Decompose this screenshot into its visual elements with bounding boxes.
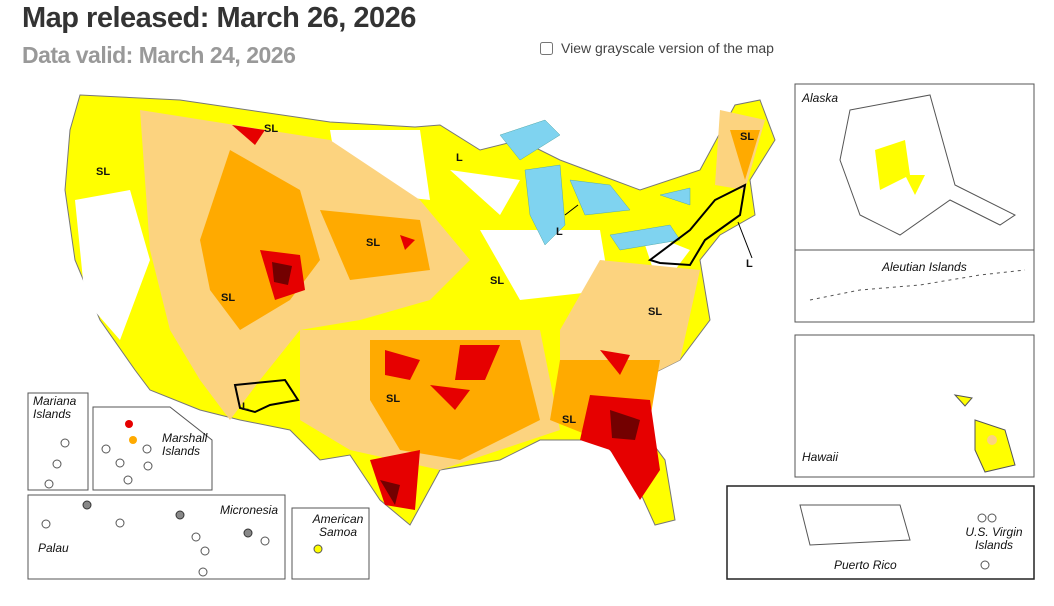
- impact-label: L: [866, 453, 873, 465]
- alaska-inset: [794, 83, 1035, 251]
- puerto-rico-inset: [726, 485, 1035, 580]
- inset-label: U.S. Virgin Islands: [965, 525, 1022, 552]
- marshall-inset: [92, 406, 213, 491]
- micronesia-inset: [27, 494, 286, 580]
- conus: [64, 94, 986, 526]
- impact-label: SL: [562, 414, 576, 426]
- aleutian-inset: [794, 249, 1035, 323]
- samoa-inset: [291, 507, 370, 580]
- grayscale-toggle[interactable]: View grayscale version of the map: [540, 40, 774, 56]
- impact-label: SL: [221, 292, 235, 304]
- impact-label: L: [456, 152, 463, 164]
- mariana-inset: [27, 392, 89, 491]
- inset-label: Puerto Rico: [834, 558, 897, 572]
- impact-label: L: [746, 258, 753, 270]
- subtitle: Data valid: March 24, 2026: [22, 42, 296, 68]
- inset-label: Hawaii: [802, 450, 838, 464]
- impact-label: SL: [264, 123, 278, 135]
- impact-labels: SL SL SL SL SL SL SL SL SL L L L L L: [96, 123, 873, 465]
- insets: Alaska Aleutian Islands Hawaii Puerto Ri…: [27, 83, 1035, 580]
- impact-label: SL: [96, 166, 110, 178]
- title: Map released: March 26, 2026: [22, 2, 416, 34]
- impact-label: L: [242, 401, 249, 413]
- impact-label: L: [556, 226, 563, 238]
- inset-label: Marshall Islands: [162, 431, 208, 458]
- inset-label: Micronesia: [220, 503, 278, 517]
- impact-label: SL: [648, 306, 662, 318]
- grayscale-checkbox[interactable]: [540, 41, 553, 55]
- impact-label: SL: [386, 393, 400, 405]
- inset-label: American Samoa: [312, 512, 364, 539]
- impact-label: SL: [490, 275, 504, 287]
- impact-label: SL: [366, 237, 380, 249]
- grayscale-label: View grayscale version of the map: [561, 40, 774, 56]
- inset-label: Alaska: [801, 91, 838, 105]
- impact-label: SL: [740, 131, 754, 143]
- hawaii-inset: [794, 334, 1035, 478]
- inset-label: Mariana Islands: [33, 394, 77, 421]
- inset-label: Aleutian Islands: [881, 260, 967, 274]
- inset-label: Palau: [38, 541, 69, 555]
